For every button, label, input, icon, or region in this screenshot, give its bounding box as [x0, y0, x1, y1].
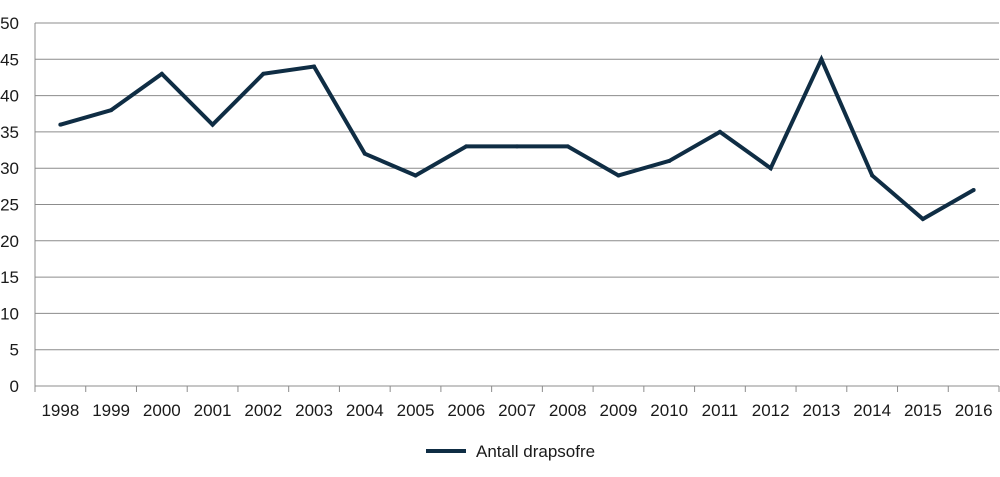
- series-lines: [58, 54, 976, 222]
- y-tick-label: 20: [0, 232, 19, 251]
- x-tick-label: 2013: [803, 401, 841, 420]
- x-tick-label: 2010: [650, 401, 688, 420]
- x-tick-label: 1999: [92, 401, 130, 420]
- data-point: [362, 151, 367, 156]
- data-point: [109, 108, 114, 113]
- y-tick-label: 25: [0, 196, 19, 215]
- x-tick-label: 2012: [752, 401, 790, 420]
- data-point: [515, 144, 519, 149]
- data-point: [717, 129, 722, 134]
- x-tick-label: 2001: [194, 401, 232, 420]
- x-tick-label: 2006: [447, 401, 485, 420]
- x-tick-label: 1998: [41, 401, 79, 420]
- legend: Antall drapsofre: [426, 442, 595, 461]
- data-point: [159, 71, 164, 76]
- x-tick-label: 2014: [853, 401, 891, 420]
- y-tick-label: 5: [10, 341, 19, 360]
- data-point: [58, 122, 63, 127]
- y-tick-label: 15: [0, 268, 19, 287]
- data-point: [312, 64, 317, 69]
- data-point: [464, 144, 469, 149]
- data-point: [413, 173, 418, 178]
- data-point: [667, 158, 672, 163]
- x-tick-label: 2016: [955, 401, 993, 420]
- x-axis-tick-labels: 1998 1999 2000 2001 2002 2003 2004 2005 2006 2007…: [41, 401, 992, 420]
- x-tick-label: 2015: [904, 401, 942, 420]
- x-tick-label: 2007: [498, 401, 536, 420]
- x-tick-label: 2004: [346, 401, 384, 420]
- data-point: [870, 173, 875, 178]
- x-tick-label: 2005: [397, 401, 435, 420]
- data-point: [768, 166, 773, 171]
- data-point: [971, 187, 976, 192]
- data-point: [261, 71, 266, 76]
- x-tick-label: 2008: [549, 401, 587, 420]
- y-tick-label: 45: [0, 50, 19, 69]
- y-tick-label: 40: [0, 87, 19, 106]
- series-line: [59, 54, 975, 222]
- y-tick-label: 30: [0, 159, 19, 178]
- x-tick-label: 2011: [702, 401, 739, 420]
- x-tick-label: 2002: [244, 401, 282, 420]
- data-point: [616, 173, 621, 178]
- data-point: [210, 122, 215, 127]
- x-tick-label: 2009: [600, 401, 638, 420]
- y-tick-label: 35: [0, 123, 19, 142]
- legend-label: Antall drapsofre: [476, 442, 595, 461]
- data-point: [920, 217, 925, 222]
- data-point: [565, 144, 570, 149]
- y-tick-label: 50: [0, 14, 19, 33]
- x-tick-label: 2003: [295, 401, 333, 420]
- x-tick-label: 2000: [143, 401, 181, 420]
- gridlines: [35, 22, 999, 351]
- data-point: [819, 57, 824, 62]
- y-axis-tick-labels: 0 5 10 15 20 25 30 35 40 45 50: [0, 14, 19, 396]
- x-axis: [34, 23, 1000, 392]
- y-tick-label: 10: [0, 304, 19, 323]
- y-tick-label: 0: [10, 377, 19, 396]
